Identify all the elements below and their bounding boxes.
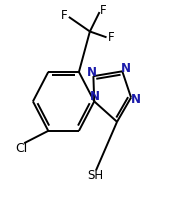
Text: SH: SH bbox=[87, 169, 103, 182]
Text: F: F bbox=[108, 31, 114, 44]
Text: Cl: Cl bbox=[15, 141, 28, 154]
Text: N: N bbox=[130, 93, 140, 106]
Text: N: N bbox=[87, 66, 97, 79]
Text: N: N bbox=[90, 90, 100, 103]
Text: F: F bbox=[100, 4, 107, 17]
Text: F: F bbox=[61, 9, 68, 22]
Text: N: N bbox=[121, 62, 131, 75]
